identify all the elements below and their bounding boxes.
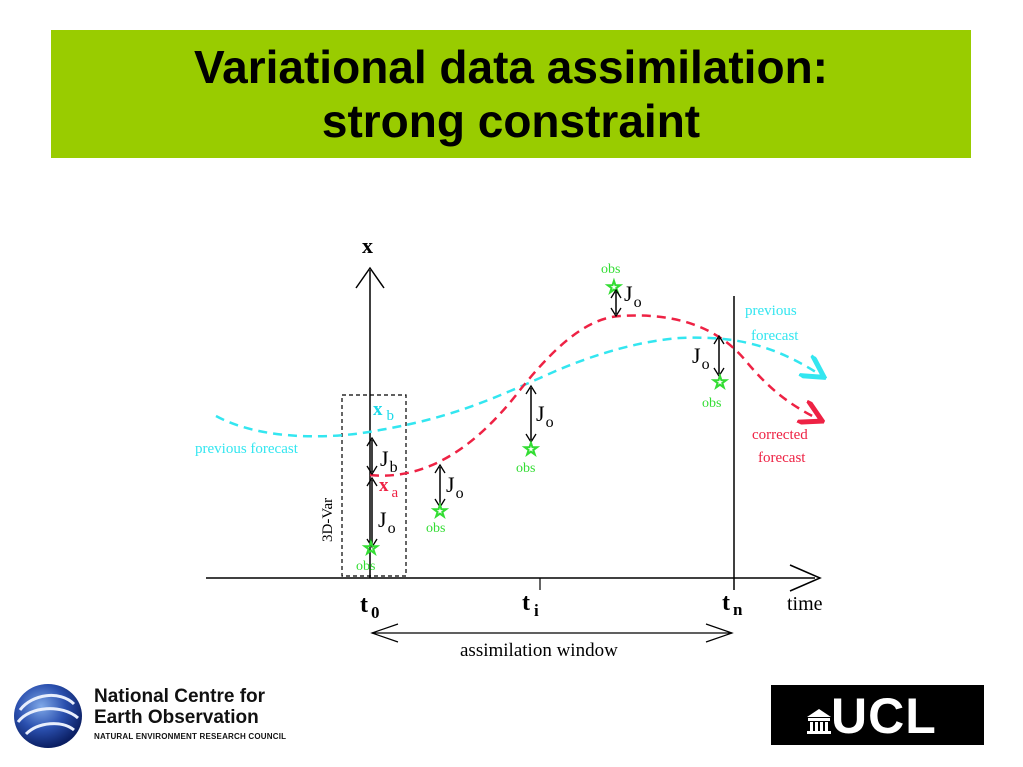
jo-arrow-2-head-bottom — [434, 498, 446, 509]
time-axis-arrow — [789, 564, 822, 592]
jb-arrow-head-bottom — [366, 465, 378, 476]
nceo-text: National Centre for Earth Observation NA… — [94, 686, 286, 741]
jb-arrow-head-top — [366, 436, 378, 447]
ucl-wordmark: UCL — [831, 688, 937, 744]
jo-arrow-top-head-bottom — [610, 307, 622, 318]
jo-label-t0: Jo — [378, 507, 396, 537]
threedvar-box — [341, 394, 407, 577]
time-axis-label: time — [787, 593, 823, 615]
jo-label-tn: Jo — [692, 343, 710, 373]
obs-label-t0: obs — [356, 559, 375, 574]
jo-label-top: Jo — [624, 281, 642, 311]
nceo-globe-icon — [14, 684, 82, 748]
ucl-portico-icon — [807, 709, 831, 734]
threedvar-label: 3D-Var — [320, 498, 336, 542]
previous-forecast-curve — [215, 336, 822, 438]
jo-arrow-tn-head-top — [713, 334, 725, 345]
jo-arrow-tn-head-bottom — [713, 367, 725, 378]
obs-label-ti: obs — [516, 461, 535, 476]
previous-forecast-label-right-2: forecast — [751, 328, 799, 344]
nceo-line-3: NATURAL ENVIRONMENT RESEARCH COUNCIL — [94, 732, 287, 741]
window-arrow-left-head — [370, 623, 399, 643]
obs-star-2: ☆ — [432, 501, 448, 521]
x-axis-label: x — [362, 233, 373, 258]
obs-star-top: ☆ — [606, 277, 622, 297]
corrected-forecast-curve — [369, 314, 820, 477]
obs-star-tn: ☆ — [712, 372, 728, 392]
slide-title-line-1: Variational data assimilation: — [194, 41, 828, 93]
jo-arrow-top-head-top — [610, 288, 622, 299]
jb-label: Jb — [380, 446, 398, 476]
window-arrow-right-head — [705, 623, 734, 643]
corrected-forecast-label-1: corrected — [752, 427, 808, 443]
obs-label-2: obs — [426, 521, 445, 536]
obs-star-ti: ☆ — [523, 439, 539, 459]
nceo-line-1: National Centre for — [94, 686, 266, 707]
title-banner: Variational data assimilation: strong co… — [51, 30, 971, 158]
jo-arrow-ti-head-top — [525, 384, 537, 395]
nceo-logo: National Centre for Earth Observation NA… — [12, 680, 332, 752]
ucl-logo: UCL — [771, 685, 984, 745]
obs-star-t0: ☆ — [363, 538, 379, 558]
jo-arrow-t0-head-bottom — [366, 538, 378, 549]
obs-label-top: obs — [601, 262, 620, 277]
jo-arrow-ti-head-bottom — [525, 433, 537, 444]
obs-label-tn: obs — [702, 396, 721, 411]
previous-forecast-label-right-1: previous — [745, 303, 797, 319]
x-axis-arrow — [355, 266, 385, 289]
corrected-forecast-label-2: forecast — [758, 450, 806, 466]
jo-label-ti: Jo — [536, 401, 554, 431]
jo-label-2: Jo — [446, 472, 464, 502]
window-label: assimilation window — [460, 640, 618, 661]
nceo-line-2: Earth Observation — [94, 707, 259, 728]
previous-forecast-label-left: previous forecast — [195, 441, 299, 457]
slide-title-line-2: strong constraint — [321, 95, 701, 147]
jo-arrow-2-head-top — [434, 463, 446, 474]
jo-arrow-t0-head-top — [366, 476, 378, 487]
